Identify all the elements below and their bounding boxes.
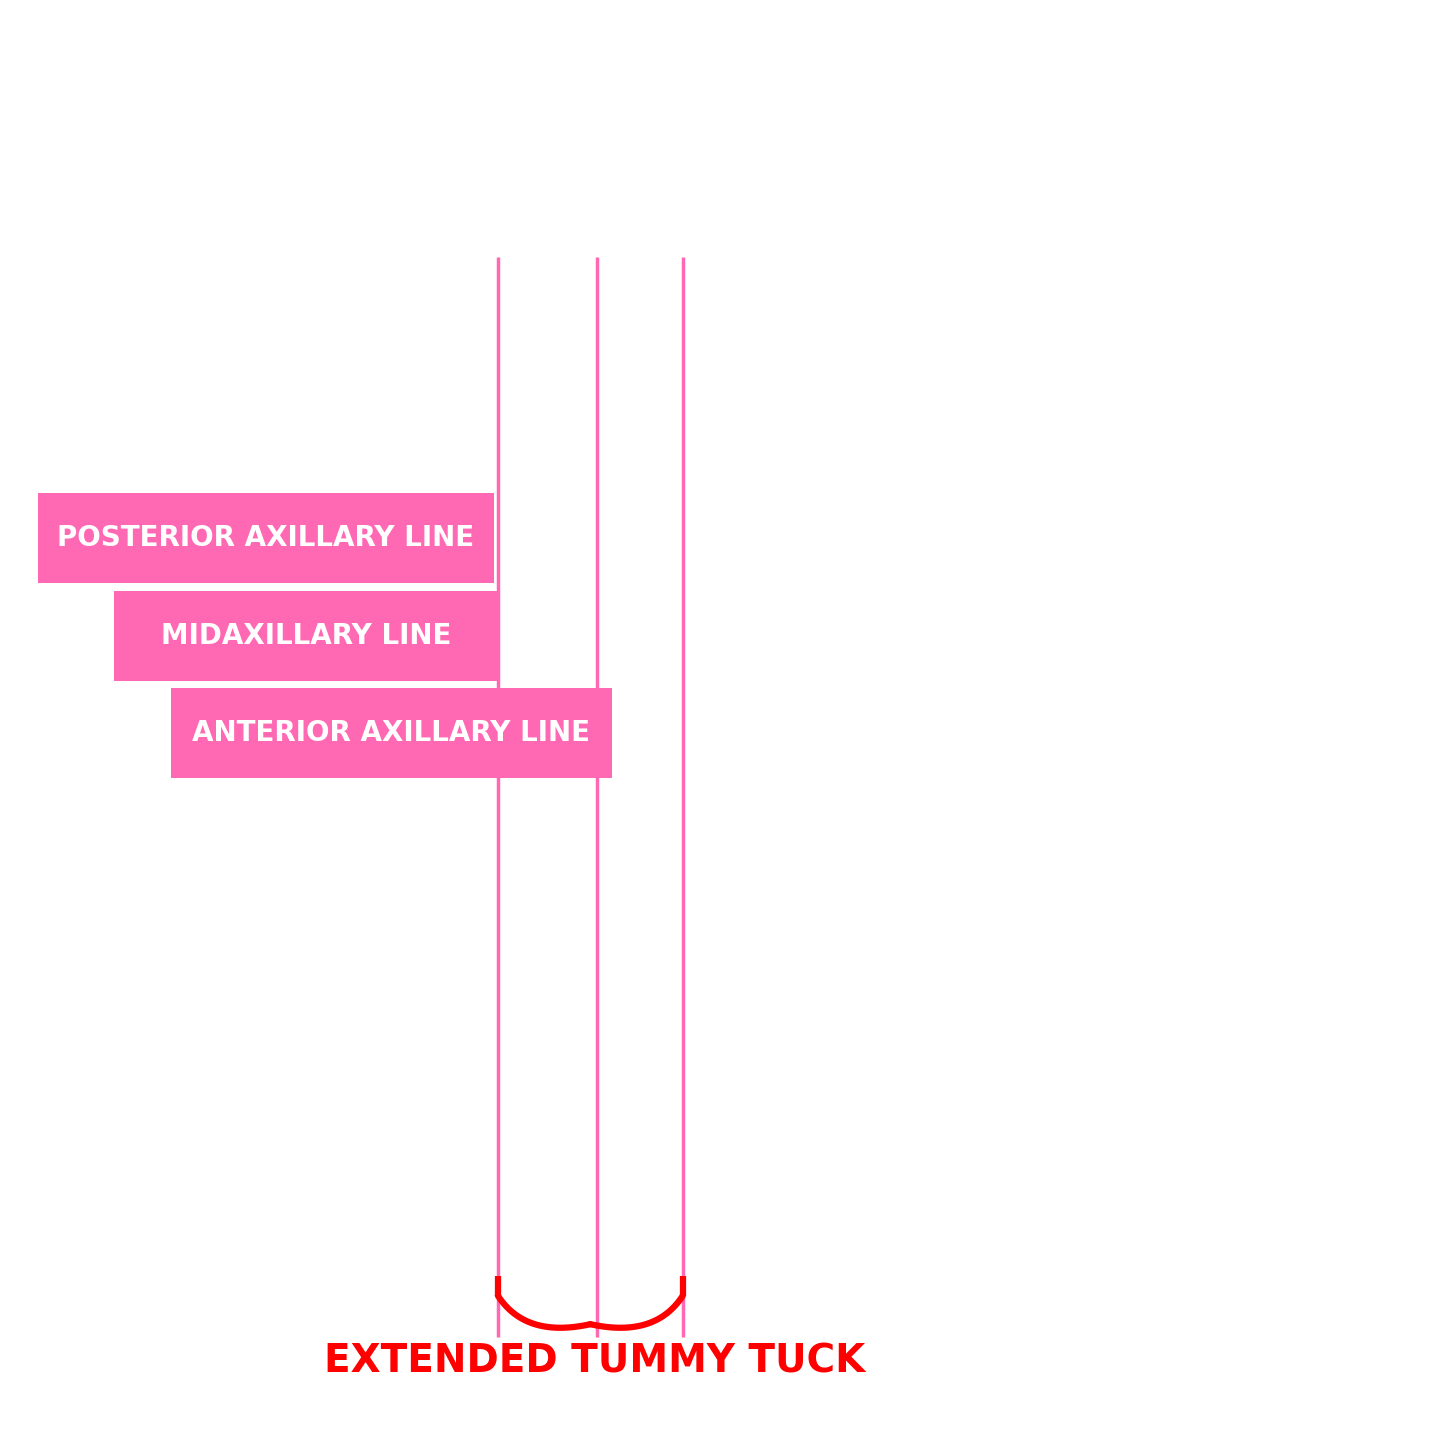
FancyBboxPatch shape xyxy=(39,493,493,583)
Text: ANTERIOR AXILLARY LINE: ANTERIOR AXILLARY LINE xyxy=(192,719,591,746)
FancyBboxPatch shape xyxy=(113,591,498,681)
Text: MIDAXILLARY LINE: MIDAXILLARY LINE xyxy=(160,622,450,649)
Text: POSTERIOR AXILLARY LINE: POSTERIOR AXILLARY LINE xyxy=(57,525,475,552)
Text: EXTENDED TUMMY TUCK: EXTENDED TUMMY TUCK xyxy=(325,1343,865,1380)
FancyBboxPatch shape xyxy=(170,688,612,778)
